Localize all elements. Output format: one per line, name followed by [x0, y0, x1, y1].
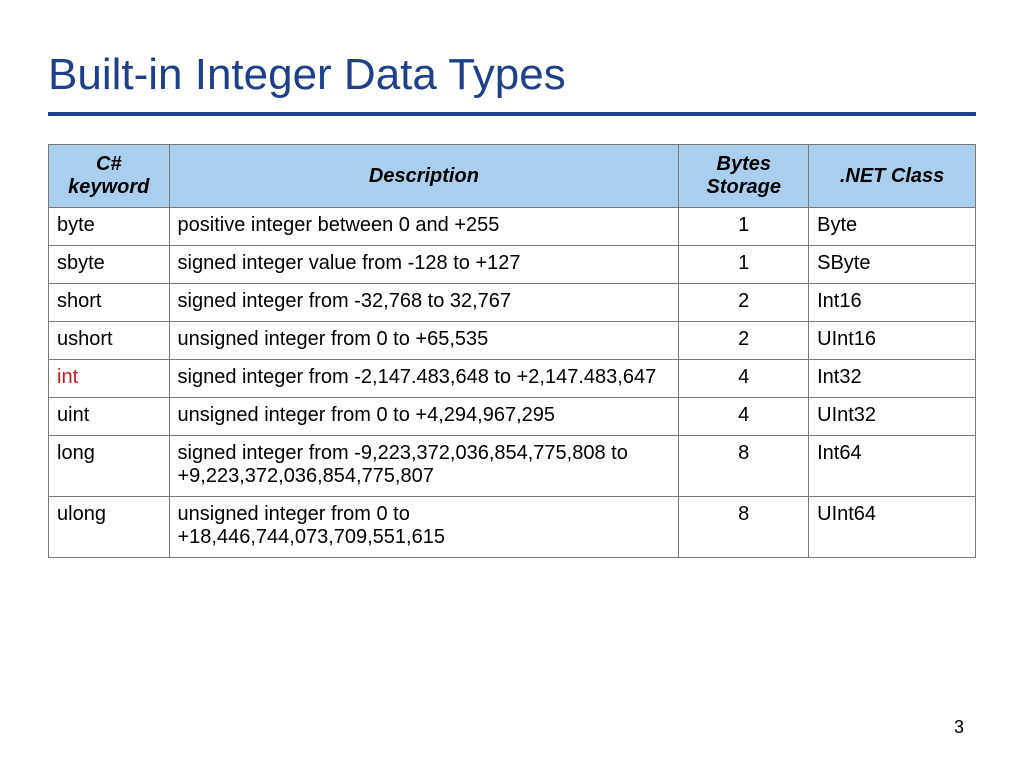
slide: Built-in Integer Data Types C# keyword D… — [0, 0, 1024, 768]
cell-keyword: byte — [49, 208, 170, 246]
cell-keyword: short — [49, 284, 170, 322]
cell-bytes: 8 — [679, 497, 809, 558]
data-types-table: C# keyword Description Bytes Storage .NE… — [48, 144, 976, 558]
cell-description: signed integer value from -128 to +127 — [169, 246, 679, 284]
cell-description: positive integer between 0 and +255 — [169, 208, 679, 246]
cell-keyword: ushort — [49, 322, 170, 360]
table-row: intsigned integer from -2,147.483,648 to… — [49, 360, 976, 398]
cell-keyword: sbyte — [49, 246, 170, 284]
page-number: 3 — [954, 717, 964, 738]
cell-description: unsigned integer from 0 to +4,294,967,29… — [169, 398, 679, 436]
cell-bytes: 4 — [679, 360, 809, 398]
cell-description: unsigned integer from 0 to +65,535 — [169, 322, 679, 360]
cell-bytes: 1 — [679, 246, 809, 284]
table-row: uintunsigned integer from 0 to +4,294,96… — [49, 398, 976, 436]
cell-bytes: 2 — [679, 322, 809, 360]
cell-keyword: ulong — [49, 497, 170, 558]
col-class: .NET Class — [809, 145, 976, 208]
cell-class: UInt16 — [809, 322, 976, 360]
page-title: Built-in Integer Data Types — [48, 50, 976, 100]
table-row: bytepositive integer between 0 and +2551… — [49, 208, 976, 246]
cell-class: Int64 — [809, 436, 976, 497]
col-description: Description — [169, 145, 679, 208]
cell-bytes: 1 — [679, 208, 809, 246]
cell-class: SByte — [809, 246, 976, 284]
cell-keyword: int — [49, 360, 170, 398]
cell-bytes: 8 — [679, 436, 809, 497]
cell-class: Int32 — [809, 360, 976, 398]
table-row: sbytesigned integer value from -128 to +… — [49, 246, 976, 284]
col-keyword: C# keyword — [49, 145, 170, 208]
cell-description: signed integer from -32,768 to 32,767 — [169, 284, 679, 322]
cell-class: Byte — [809, 208, 976, 246]
cell-class: UInt64 — [809, 497, 976, 558]
cell-keyword: long — [49, 436, 170, 497]
cell-description: unsigned integer from 0 to +18,446,744,0… — [169, 497, 679, 558]
table-row: ulongunsigned integer from 0 to +18,446,… — [49, 497, 976, 558]
cell-bytes: 2 — [679, 284, 809, 322]
cell-description: signed integer from -9,223,372,036,854,7… — [169, 436, 679, 497]
table-row: longsigned integer from -9,223,372,036,8… — [49, 436, 976, 497]
cell-description: signed integer from -2,147.483,648 to +2… — [169, 360, 679, 398]
cell-bytes: 4 — [679, 398, 809, 436]
cell-class: UInt32 — [809, 398, 976, 436]
table-row: ushortunsigned integer from 0 to +65,535… — [49, 322, 976, 360]
table-row: shortsigned integer from -32,768 to 32,7… — [49, 284, 976, 322]
table-header-row: C# keyword Description Bytes Storage .NE… — [49, 145, 976, 208]
cell-keyword: uint — [49, 398, 170, 436]
title-rule — [48, 112, 976, 116]
col-bytes: Bytes Storage — [679, 145, 809, 208]
cell-class: Int16 — [809, 284, 976, 322]
